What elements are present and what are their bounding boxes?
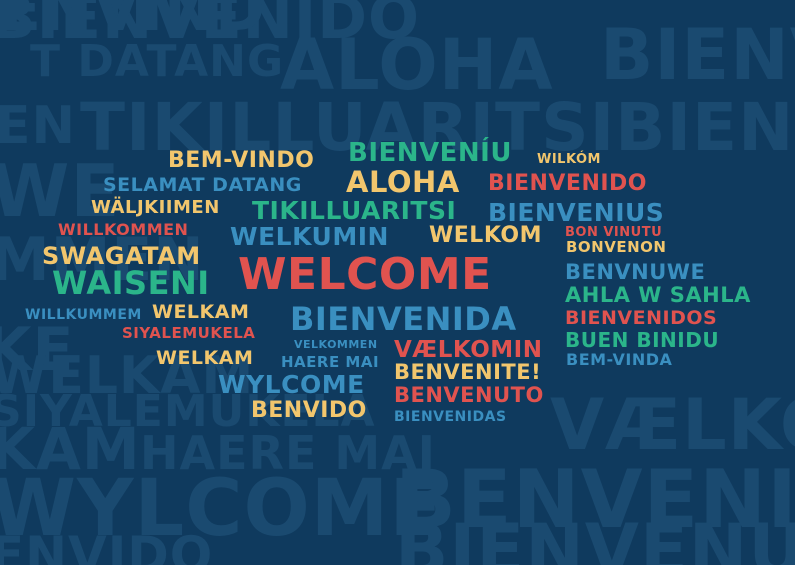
- word-tikilluaritsi: TIKILLUARITSI: [252, 196, 457, 225]
- background-word: HAERE MAI: [140, 426, 436, 480]
- word-bienveniu: BIENVENÍU: [348, 138, 512, 168]
- background-word: ENVIND: [0, 0, 266, 45]
- background-word: ALOHA: [280, 24, 554, 106]
- word-bem-vinda: BEM-VINDA: [566, 350, 673, 369]
- word-bienvenida: BIENVENIDA: [290, 300, 517, 338]
- word-welkom: WELKOM: [429, 223, 542, 248]
- background-word: VÆLKOMIN: [550, 384, 795, 466]
- word-bienvenius: BIENVENIUS: [488, 198, 665, 227]
- background-word: T DATANG: [30, 36, 285, 87]
- word-welkam-2: WELKAM: [156, 347, 254, 369]
- word-benvnuwe: BENVNUWE: [565, 260, 706, 284]
- word-velkommen: VELKOMMEN: [294, 338, 378, 351]
- background-word: BIENVENIDO: [0, 0, 421, 53]
- word-bienvenidas: BIENVENIDAS: [394, 409, 507, 425]
- background-word: WE: [0, 149, 121, 233]
- word-willkommen: WILLKOMMEN: [58, 220, 189, 239]
- background-word: BENVENITE: [395, 453, 795, 546]
- word-wilkom: WILKÓM: [537, 152, 601, 167]
- word-selamat-datang: SELAMAT DATANG: [103, 174, 302, 196]
- word-benvenite: BENVENITE!: [394, 360, 542, 384]
- background-word: MMEN: [0, 225, 205, 295]
- word-vaelkomin: VÆLKOMIN: [394, 337, 543, 363]
- background-word: EN: [0, 96, 77, 156]
- background-word: SIYALEMUKELA: [0, 386, 376, 437]
- word-benvenuto: BENVENUTO: [394, 383, 544, 407]
- word-swagatam: SWAGATAM: [42, 242, 201, 270]
- background-word: ENVIDO: [0, 526, 214, 565]
- word-waljkiimen: WÄLJKIIMEN: [91, 197, 220, 218]
- word-buen-binidu: BUEN BINIDU: [565, 328, 720, 352]
- word-haere-mai: HAERE MAI: [281, 353, 380, 371]
- word-willkummem: WILLKUMMEM: [25, 307, 142, 323]
- word-ahla-w-sahla: AHLA W SAHLA: [565, 283, 751, 307]
- background-word: WYLCOME: [0, 464, 444, 554]
- background-word: KAM: [0, 415, 141, 483]
- background-word: WELKAM: [0, 346, 255, 406]
- background-word: BIENVENUTO: [395, 509, 795, 565]
- word-waiseni: WAISENI: [52, 264, 210, 302]
- background-word: KE: [0, 315, 75, 385]
- word-siyalemukela: SIYALEMUKELA: [122, 324, 256, 342]
- word-bienvenidos: BIENVENIDOS: [565, 307, 718, 329]
- word-bienvenido: BIENVENIDO: [488, 171, 648, 196]
- word-wylcome: WYLCOME: [218, 370, 365, 399]
- word-bem-vindo: BEM-VINDO: [168, 148, 315, 173]
- word-bon-vinutu: BON VINUTU: [565, 225, 663, 240]
- word-welkam-1: WELKAM: [152, 301, 250, 323]
- word-welkumin: WELKUMIN: [230, 222, 389, 251]
- word-welcome: WELCOME: [238, 249, 492, 300]
- word-bonvenon: BONVENON: [566, 238, 667, 256]
- word-aloha: ALOHA: [346, 165, 460, 199]
- word-benvido: BENVIDO: [251, 398, 367, 423]
- background-word: BIENV: [600, 14, 795, 96]
